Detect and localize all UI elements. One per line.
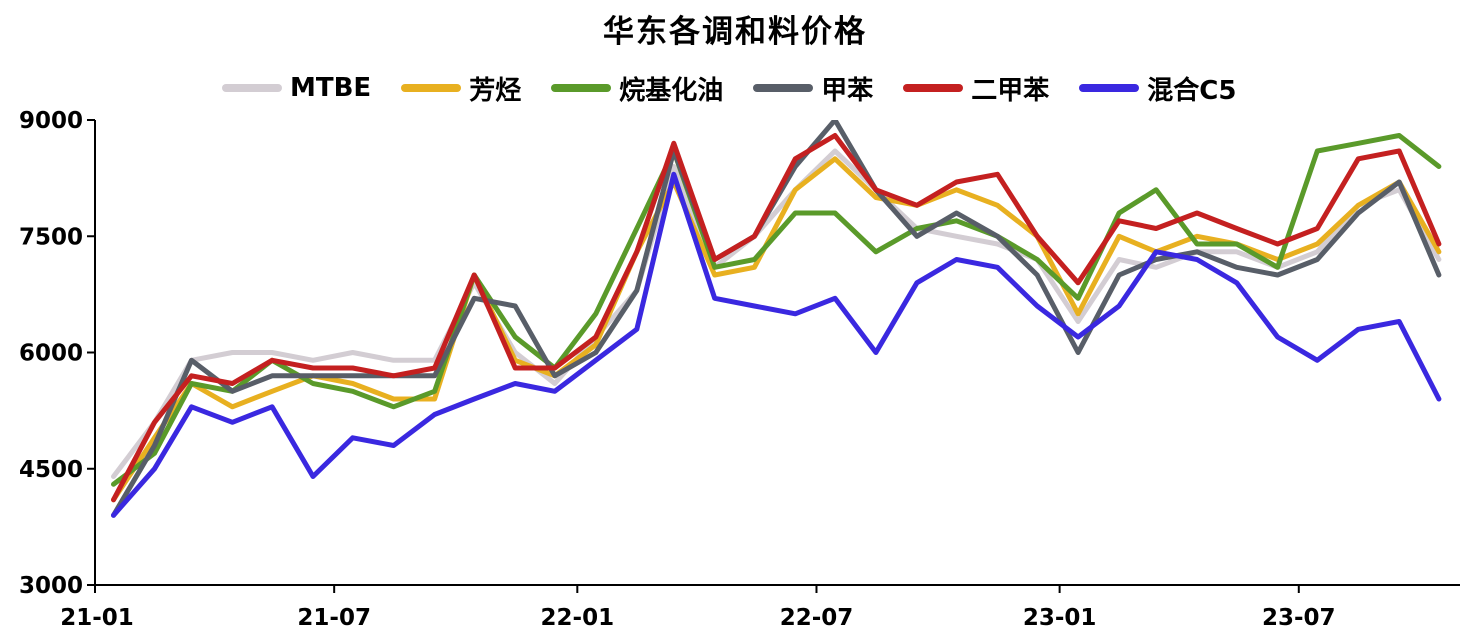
legend-label: 混合C5: [1147, 75, 1237, 106]
x-tick-label: 23-01: [1023, 605, 1097, 631]
series-line-5: [111, 171, 1442, 518]
series-layer: [111, 120, 1442, 518]
axis-layer: 3000 4500 6000 7500 9000 21-01 21-07 22-01 22-07…: [19, 108, 1460, 631]
series-line-2: [111, 133, 1442, 487]
chart-title: 华东各调和料价格: [603, 14, 867, 50]
y-tick-label: 7500: [19, 224, 83, 250]
legend-swatch: [401, 84, 462, 92]
y-tick-label: 3000: [19, 573, 83, 599]
x-tick-label: 21-01: [60, 605, 134, 631]
legend-label: MTBE: [290, 73, 372, 103]
legend-swatch: [903, 84, 964, 92]
x-tick-label: 22-07: [780, 605, 854, 631]
series-line-1: [111, 156, 1442, 503]
y-tick-label: 4500: [19, 457, 83, 483]
legend-item-1: 芳烃: [401, 70, 521, 107]
legend-swatch: [753, 84, 814, 92]
series-line-4: [111, 133, 1442, 503]
series-line-3: [111, 120, 1442, 518]
y-tick-label: 9000: [19, 108, 83, 134]
x-tick-label: 23-07: [1262, 605, 1336, 631]
legend-label: 芳烃: [469, 75, 522, 106]
legend-label: 二甲苯: [971, 75, 1050, 106]
legend: MTBE 芳烃 烷基化油 甲苯 二甲苯 混合C5: [222, 70, 1266, 106]
legend-swatch: [1079, 84, 1140, 92]
legend-item-0: MTBE: [222, 73, 371, 103]
x-tick-label: 22-01: [541, 605, 615, 631]
series-line-0: [111, 148, 1442, 479]
y-tick-label: 6000: [19, 341, 83, 367]
legend-label: 烷基化油: [619, 75, 724, 106]
legend-label: 甲苯: [821, 75, 874, 106]
legend-item-5: 混合C5: [1079, 70, 1236, 107]
legend-item-3: 甲苯: [753, 70, 873, 107]
x-tick-label: 21-07: [297, 605, 371, 631]
legend-item-4: 二甲苯: [903, 70, 1049, 107]
legend-swatch: [222, 84, 282, 92]
legend-item-2: 烷基化油: [551, 70, 723, 107]
legend-swatch: [551, 84, 612, 92]
